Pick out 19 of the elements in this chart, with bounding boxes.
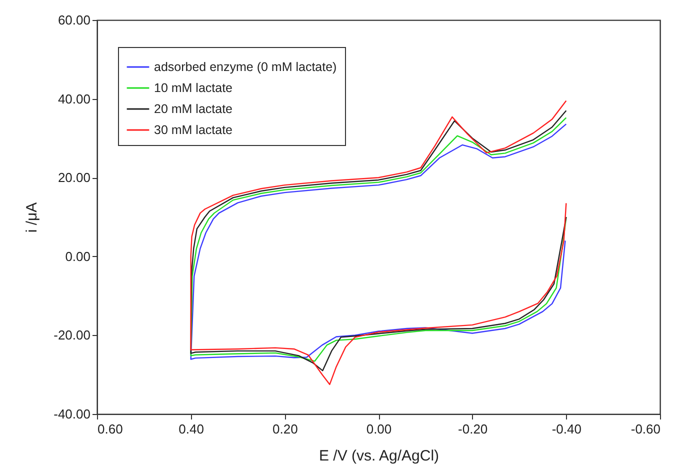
x-tick-label: 0.40	[178, 422, 204, 436]
x-tick-label: 0.60	[98, 422, 123, 436]
y-tick-label: -40.00	[54, 406, 90, 422]
legend-label: adsorbed enzyme (0 mM lactate)	[154, 60, 337, 74]
x-tick-label: -0.40	[552, 422, 582, 436]
legend-label: 10 mM lactate	[154, 81, 233, 95]
x-tick-label: -0.60	[630, 422, 660, 436]
legend-label: 30 mM lactate	[154, 123, 233, 137]
legend-label: 20 mM lactate	[154, 102, 233, 116]
y-axis-title: i /μA	[24, 202, 41, 233]
y-tick-label: 40.00	[58, 91, 90, 106]
y-tick-label: 0.00	[65, 248, 90, 264]
x-tick-label: -0.20	[458, 422, 488, 436]
x-tick-label: 0.20	[272, 422, 298, 436]
y-tick-label: 20.00	[58, 170, 90, 186]
x-tick-label: 0.00	[366, 422, 392, 436]
y-tick-label: 60.00	[58, 12, 90, 28]
y-tick-label: -20.00	[54, 328, 90, 343]
x-axis-title: E /V (vs. Ag/AgCl)	[318, 448, 440, 464]
